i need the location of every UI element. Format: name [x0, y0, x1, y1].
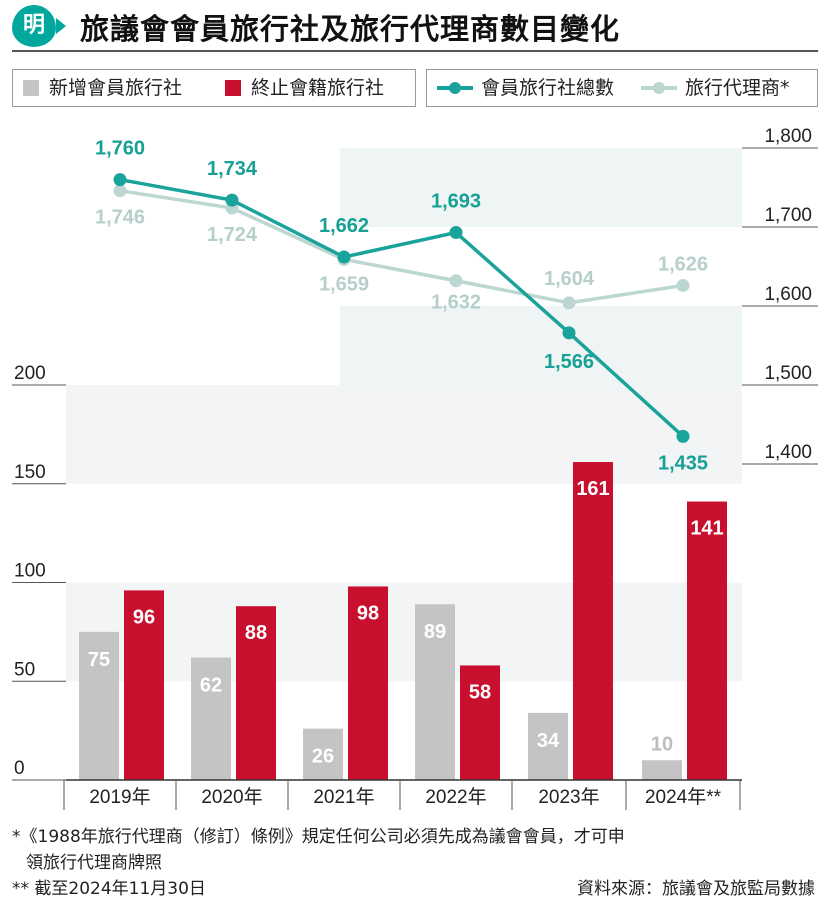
data-label-total-members: 1,566 [544, 351, 594, 373]
left-tick-label: 50 [14, 659, 35, 680]
point-agents [676, 278, 690, 292]
line-agents [119, 188, 684, 305]
left-band-0 [66, 582, 742, 682]
data-label-terminated: 141 [690, 518, 723, 540]
line-series: 1,760 1,734 1,662 1,693 1,566 1,435 1,746 1,724… [95, 138, 708, 475]
data-label-new-members: 26 [312, 746, 334, 768]
data-label-terminated: 98 [357, 602, 379, 624]
legend-label-terminated: 終止會籍旅行社 [251, 77, 385, 99]
bar-terminated [124, 590, 164, 780]
data-label-agents: 1,604 [544, 268, 595, 290]
line-legend: 會員旅行社總數 旅行代理商* [426, 69, 818, 107]
right-tick-label: 1,800 [764, 126, 812, 147]
bar-terminated [687, 501, 727, 780]
point-total-members [562, 326, 576, 340]
left-tick-label: 100 [14, 561, 46, 582]
data-label-new-members: 34 [537, 730, 560, 752]
legend-swatch-terminated [225, 80, 241, 96]
data-label-terminated: 88 [245, 622, 267, 644]
legend-label-new-members: 新增會員旅行社 [49, 77, 183, 99]
bar-terminated [573, 462, 613, 780]
data-label-total-members: 1,435 [658, 452, 708, 474]
point-agents [562, 296, 576, 310]
title-divider [12, 50, 818, 52]
point-total-members [337, 250, 351, 264]
logo-pointer [56, 18, 66, 34]
left-tick-label: 200 [14, 363, 46, 384]
right-tick-label: 1,700 [764, 205, 812, 226]
chart-area: 0 50 100 150 200 1,400 1,500 1,600 1,700 1,800 7… [12, 126, 818, 810]
x-tick-label: 2021年 [313, 786, 374, 808]
point-total-members [676, 429, 690, 443]
point-total-members [113, 173, 127, 187]
bar-new-members [303, 728, 343, 780]
bar-legend: 新增會員旅行社 終止會籍旅行社 [12, 69, 416, 107]
data-label-agents: 1,746 [95, 207, 145, 229]
data-label-new-members: 62 [200, 675, 222, 697]
legend-label-total-members: 會員旅行社總數 [481, 77, 615, 99]
source-note: 資料來源：旅議會及旅監局數據 [577, 879, 815, 899]
footnote-1-line-2: 領旅行代理商牌照 [26, 853, 162, 873]
background-bands [66, 148, 742, 682]
right-tick-label: 1,500 [764, 363, 812, 384]
point-agents [449, 274, 463, 288]
data-label-terminated: 96 [133, 606, 155, 628]
data-label-new-members: 10 [651, 733, 673, 755]
bar-new-members [415, 604, 455, 780]
data-label-new-members: 89 [424, 621, 446, 643]
bar-terminated [460, 665, 500, 780]
right-tick-label: 1,400 [764, 442, 812, 463]
x-axis: 2019年 2020年 2021年 2022年 2023年 2024年** [63, 779, 742, 810]
right-band-1 [340, 148, 742, 227]
data-label-agents: 1,626 [658, 253, 708, 275]
bar-terminated [348, 586, 388, 780]
footnote-2: ** 截至2024年11月30日 [12, 879, 206, 899]
bar-new-members [191, 657, 231, 780]
left-tick-label: 0 [14, 758, 25, 779]
left-band-1 [66, 385, 742, 484]
data-label-agents: 1,724 [207, 224, 258, 246]
chart-title: 旅議會會員旅行社及旅行代理商數目變化 [80, 12, 621, 46]
point-total-members [225, 193, 239, 207]
data-label-terminated: 161 [576, 478, 609, 500]
point-total-members [449, 226, 463, 240]
left-axis: 0 50 100 150 200 [12, 363, 66, 781]
x-tick-label: 2020年 [201, 786, 262, 808]
data-label-total-members: 1,760 [95, 138, 145, 160]
data-label-agents: 1,659 [319, 273, 369, 295]
bar-new-members [528, 712, 568, 780]
legend-marker-agents [641, 82, 677, 94]
bar-new-members [642, 760, 682, 780]
legend-marker-total-members [437, 82, 473, 94]
data-label-total-members: 1,734 [207, 158, 258, 180]
data-label-new-members: 75 [88, 649, 110, 671]
x-tick-label: 2019年 [89, 786, 150, 808]
right-band-0 [340, 306, 742, 385]
x-tick-label: 2023年 [538, 786, 599, 808]
right-axis: 1,400 1,500 1,600 1,700 1,800 [742, 126, 818, 465]
bar-series: 75 96 62 88 26 98 89 58 34 161 10 141 [79, 462, 727, 780]
x-tick-label: 2022年 [425, 786, 486, 808]
logo: 明 [12, 5, 56, 47]
legend-item-agents: 旅行代理商* [639, 70, 814, 106]
legend-swatch-new-members [23, 80, 39, 96]
header: 明 旅議會會員旅行社及旅行代理商數目變化 [0, 0, 827, 54]
right-tick-label: 1,600 [764, 284, 812, 305]
legend-item-total-members: 會員旅行社總數 [435, 70, 635, 106]
x-tick-label: 2024年** [645, 786, 722, 808]
data-label-agents: 1,632 [431, 292, 481, 314]
data-label-terminated: 58 [469, 681, 491, 703]
bar-terminated [236, 606, 276, 780]
bar-new-members [79, 631, 119, 780]
footnote-1-line-1: *《1988年旅行代理商（修訂）條例》規定任何公司必須先成為議會會員，才可申 [12, 827, 625, 847]
left-tick-label: 150 [14, 462, 46, 483]
legend-item-new-members: 新增會員旅行社 [23, 70, 213, 106]
legend-label-agents: 旅行代理商* [685, 77, 790, 99]
data-label-total-members: 1,693 [431, 191, 481, 213]
point-agents [113, 184, 127, 198]
legend-item-terminated: 終止會籍旅行社 [225, 70, 415, 106]
line-total-members [119, 177, 685, 438]
data-label-total-members: 1,662 [319, 215, 369, 237]
